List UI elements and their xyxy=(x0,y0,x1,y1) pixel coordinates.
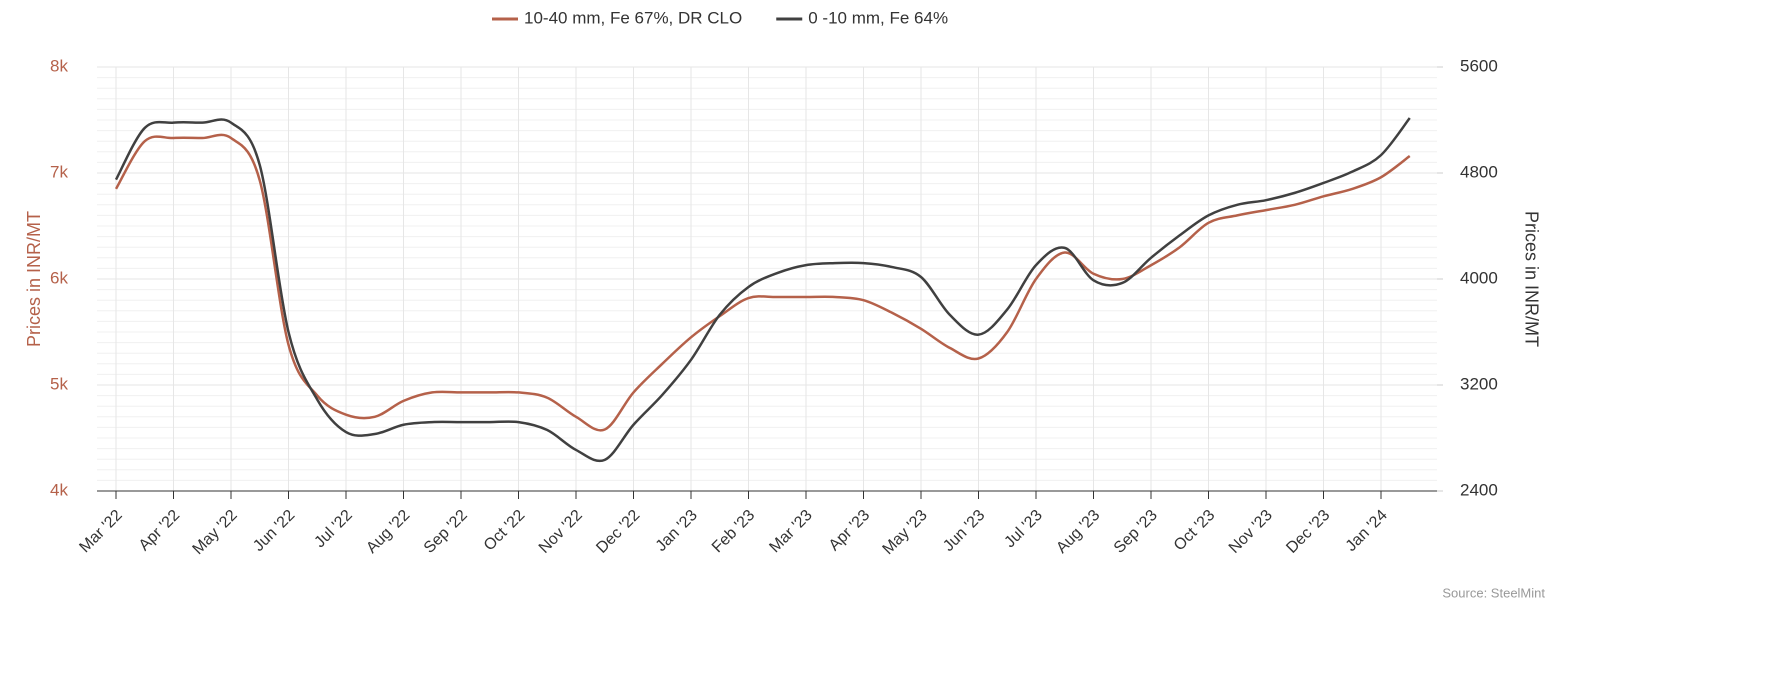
x-tick-label: Sep '23 xyxy=(1111,507,1161,557)
source: Source: SteelMint xyxy=(1442,585,1545,600)
legend-label: 10-40 mm, Fe 67%, DR CLO xyxy=(524,8,742,27)
y-tick-label: 6k xyxy=(50,268,68,287)
x-tick-label: Nov '23 xyxy=(1226,507,1276,557)
x-tick-label: May '22 xyxy=(190,507,241,558)
x-tick-label: May '23 xyxy=(880,507,931,558)
x-tick-label: Feb '23 xyxy=(709,507,758,556)
x-tick-label: Dec '22 xyxy=(593,507,643,557)
y2-tick-label: 5600 xyxy=(1460,56,1498,75)
x-tick-label: Jul '23 xyxy=(1001,507,1045,551)
y-tick-label: 4k xyxy=(50,480,68,499)
x-tick-label: Mar '23 xyxy=(766,507,815,556)
legend-label: 0 -10 mm, Fe 64% xyxy=(808,8,948,27)
y2-axis-title: Prices in INR/MT xyxy=(1521,211,1541,347)
y-tick-label: 5k xyxy=(50,374,68,393)
y-tick-label: 8k xyxy=(50,56,68,75)
y2-tick-label: 3200 xyxy=(1460,374,1498,393)
series-line xyxy=(114,117,1411,463)
x-tick-label: Mar '22 xyxy=(76,507,125,556)
x-tick-label: Oct '22 xyxy=(481,507,529,555)
y-tick-label: 7k xyxy=(50,162,68,181)
y-axis-title: Prices in INR/MT xyxy=(24,211,44,347)
x-tick-label: Apr '23 xyxy=(826,507,874,555)
x-tick-label: Jul '22 xyxy=(311,507,355,551)
x-tick-label: Nov '22 xyxy=(536,507,586,557)
x-tick-label: Aug '23 xyxy=(1053,507,1103,557)
x-tick-label: Jan '23 xyxy=(653,507,701,555)
x-tick-label: Oct '23 xyxy=(1171,507,1219,555)
series-line xyxy=(114,133,1411,432)
x-tick-label: Apr '22 xyxy=(136,507,184,555)
x-tick-label: Aug '22 xyxy=(363,507,413,557)
y2-tick-label: 4000 xyxy=(1460,268,1498,287)
x-tick-label: Jun '23 xyxy=(940,507,988,555)
y2-tick-label: 4800 xyxy=(1460,162,1498,181)
x-tick-label: Jun '22 xyxy=(250,507,298,555)
y2-tick-label: 2400 xyxy=(1460,480,1498,499)
x-tick-label: Jan '24 xyxy=(1343,507,1391,555)
x-tick-label: Dec '23 xyxy=(1283,507,1333,557)
x-tick-label: Sep '22 xyxy=(421,507,471,557)
